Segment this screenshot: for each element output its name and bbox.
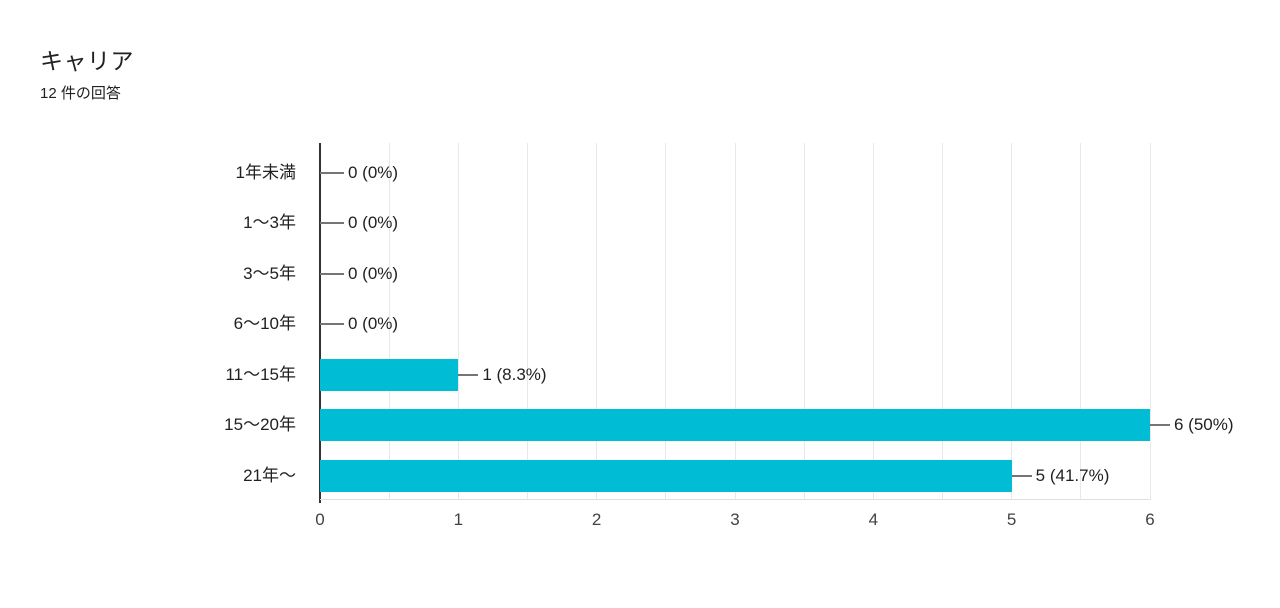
gridline (1080, 143, 1082, 500)
value-label: 0 (0%) (348, 213, 399, 233)
x-tick-label-0: 0 (315, 510, 325, 529)
gridline (734, 143, 736, 500)
gridline (942, 143, 943, 500)
gridline (596, 143, 598, 500)
category-label-1年未満: 1年未満 (235, 163, 296, 182)
y-axis-line (319, 143, 321, 503)
gridline (872, 143, 874, 500)
gridline (1149, 143, 1151, 500)
x-tick-label-6: 6 (1145, 510, 1155, 529)
category-label-6〜10年: 6〜10年 (233, 314, 296, 334)
value-leader-line (1150, 424, 1170, 427)
gridline (457, 143, 459, 500)
value-label: 6 (50%) (1174, 415, 1234, 435)
x-tick-label-5: 5 (1006, 510, 1017, 529)
x-tick-label-4: 4 (868, 510, 879, 529)
x-tick-label-3: 3 (730, 510, 740, 529)
x-axis-baseline (320, 499, 1150, 500)
category-label-11〜15年: 11〜15年 (225, 364, 296, 384)
gridline (1011, 143, 1013, 500)
value-leader-line (320, 172, 344, 174)
value-label: 0 (0%) (348, 263, 399, 283)
response-count: 12 件の回答 (40, 85, 121, 102)
value-label: 1 (8.3%) (482, 364, 547, 384)
y-axis-category-labels: 1年未満 1〜3年 3〜5年 6〜10年 11〜15年 15〜20年 21年〜 (40, 143, 308, 500)
category-label-3〜5年: 3〜5年 (243, 263, 296, 283)
category-label-1〜3年: 1〜3年 (243, 213, 296, 233)
x-tick-label-2: 2 (591, 510, 602, 529)
gridline (388, 143, 390, 500)
value-label: 5 (41.7%) (1035, 465, 1110, 485)
gridline (527, 143, 528, 500)
bar-15〜20年 (320, 409, 1150, 442)
category-label-21年〜: 21年〜 (243, 465, 296, 485)
gridline (803, 143, 805, 500)
bar-11〜15年 (320, 358, 459, 391)
value-leader-line (320, 272, 344, 275)
value-leader-line (458, 373, 479, 376)
bar-21年〜 (320, 459, 1012, 492)
value-leader-line (1011, 474, 1032, 477)
category-label-15〜20年: 15〜20年 (224, 415, 296, 435)
bar-chart-plot-area: 0 (0%) 0 (0%) 0 (0%) 0 (0%) 1 (8.3%) 6 (50%) 5… (315, 143, 1234, 529)
x-tick-label-1: 1 (453, 510, 464, 529)
value-leader-line (320, 222, 344, 225)
value-label: 0 (0%) (348, 314, 399, 334)
gridline (665, 143, 667, 500)
value-label: 0 (0%) (348, 163, 399, 182)
value-leader-line (320, 323, 344, 326)
chart-title: キャリア (40, 48, 134, 74)
